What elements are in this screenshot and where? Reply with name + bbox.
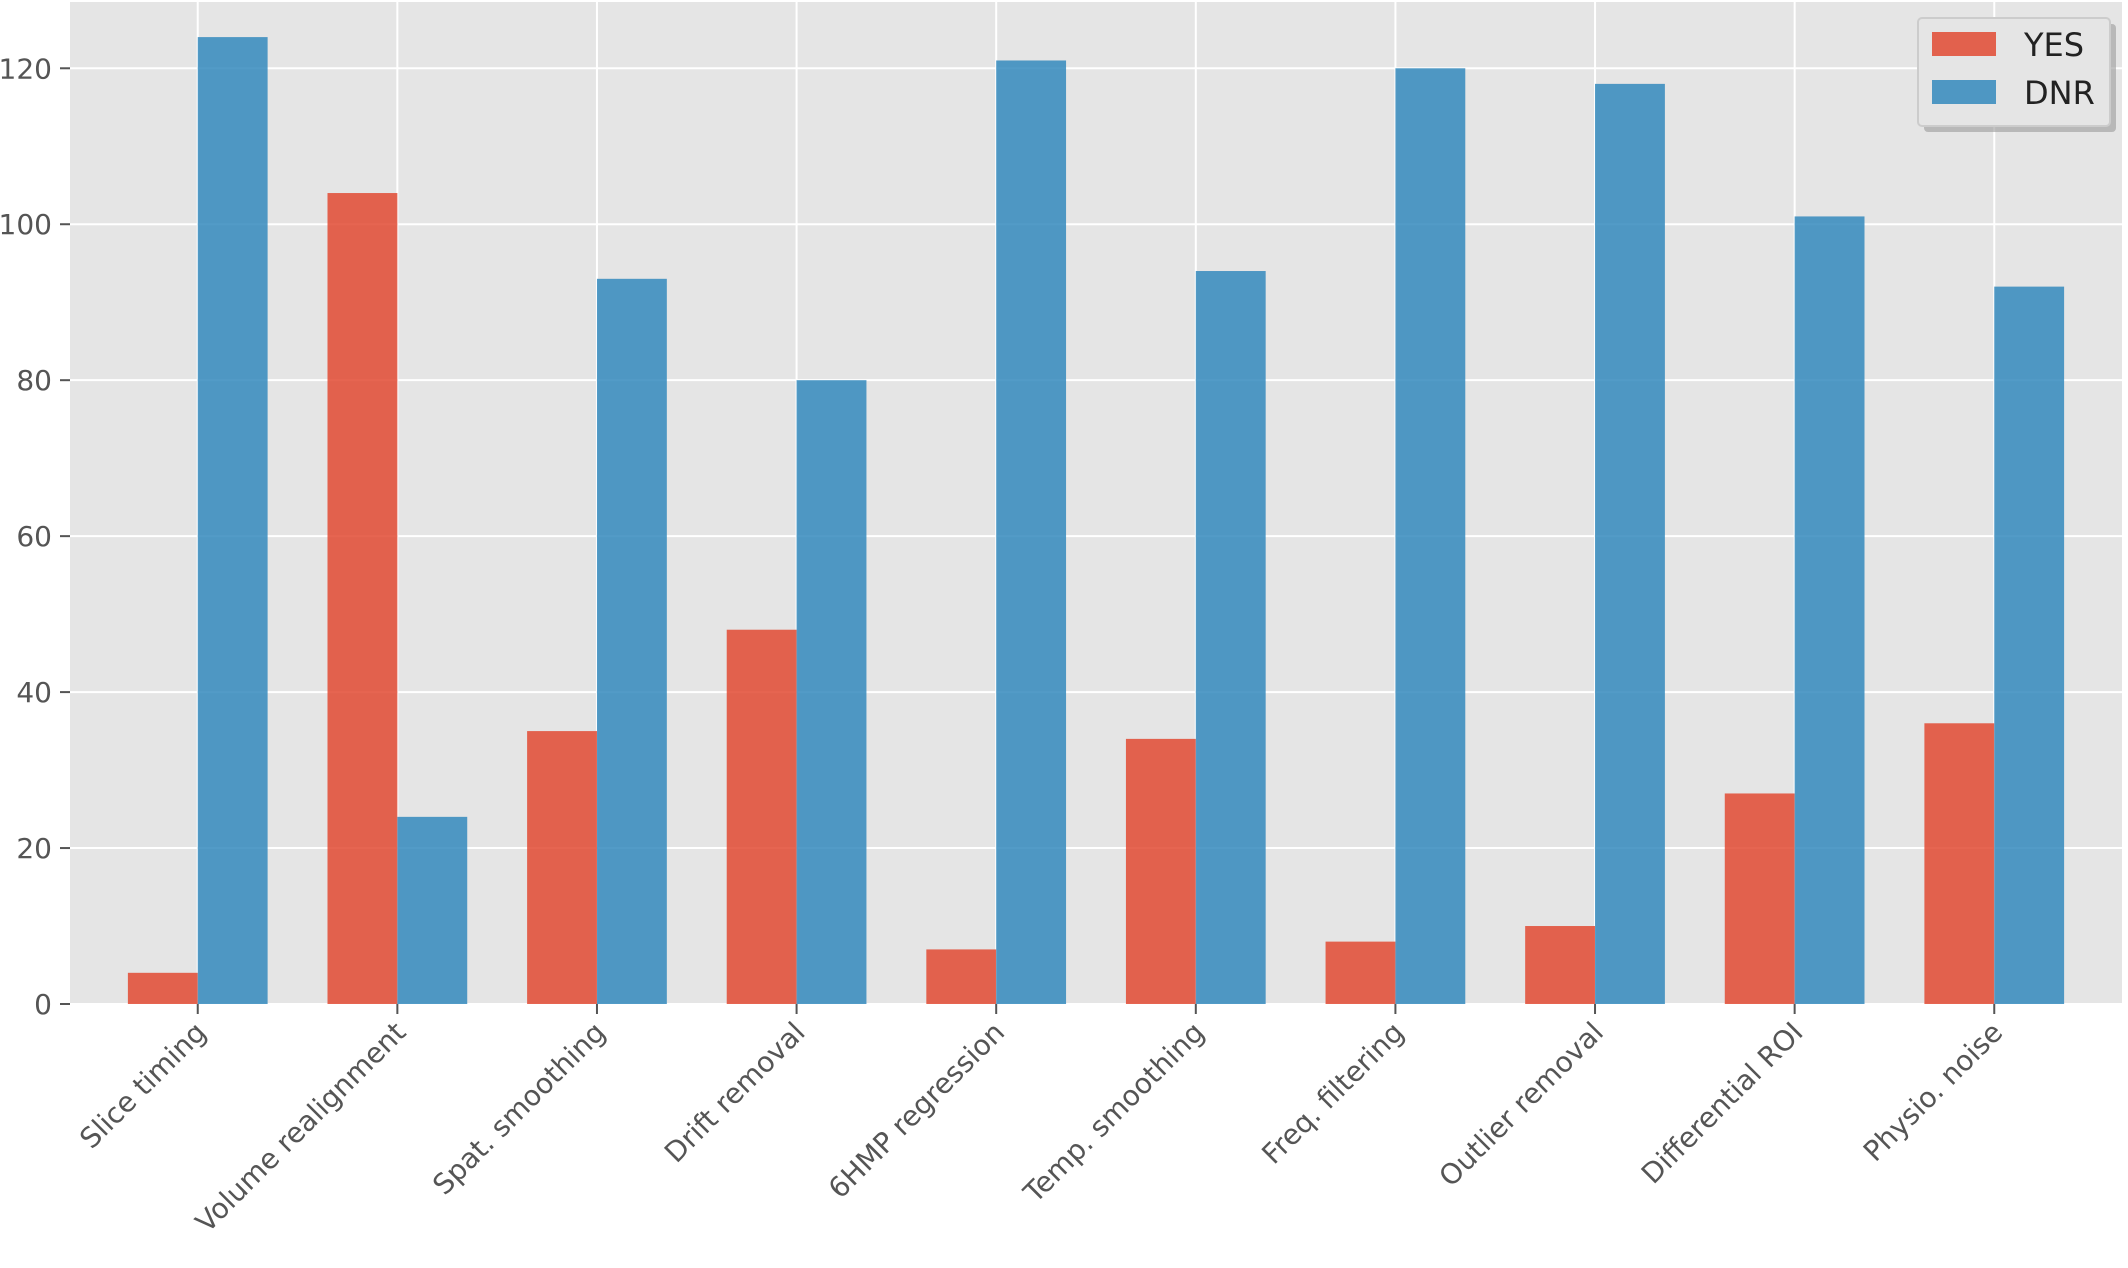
legend: YES DNR (1917, 17, 2116, 132)
bar-yes-1 (327, 193, 398, 1005)
bar-yes-4 (926, 949, 997, 1004)
legend-label-yes: YES (2023, 26, 2084, 64)
bar-dnr-5 (1195, 271, 1266, 1004)
legend-label-dnr: DNR (2024, 74, 2095, 112)
y-tick-label: 40 (16, 676, 52, 709)
legend-swatch-yes (1932, 32, 1996, 56)
x-tick-label: Freq. filtering (1255, 1016, 1410, 1171)
x-tick-label: Slice timing (73, 1016, 212, 1155)
bar-dnr-3 (796, 380, 867, 1004)
legend-swatch-dnr (1932, 80, 1996, 104)
bar-yes-5 (1125, 738, 1196, 1004)
bar-yes-3 (726, 629, 797, 1004)
y-tick-label: 100 (0, 208, 52, 241)
bar-yes-0 (127, 972, 198, 1004)
y-tick-label: 80 (16, 364, 52, 397)
bar-yes-2 (527, 731, 597, 1004)
bar-yes-7 (1525, 926, 1596, 1004)
bars (127, 37, 2065, 1005)
y-tick-label: 120 (0, 52, 52, 85)
x-tick-label: Drift removal (658, 1016, 812, 1170)
bar-dnr-7 (1595, 83, 1665, 1004)
y-tick-label: 20 (16, 832, 52, 865)
bar-dnr-0 (197, 37, 268, 1005)
x-tick-label: 6HMP regression (822, 1016, 1011, 1205)
bar-dnr-6 (1395, 68, 1466, 1005)
x-tick-label: Differential ROI (1635, 1016, 1810, 1191)
bar-dnr-8 (1794, 216, 1865, 1004)
x-tick-label: Physio. noise (1857, 1016, 2009, 1168)
bar-dnr-2 (596, 278, 667, 1004)
x-tick-label: Volume realignment (189, 1016, 412, 1239)
bar-dnr-1 (397, 816, 468, 1004)
bar-yes-6 (1325, 941, 1396, 1004)
bar-dnr-4 (996, 60, 1067, 1005)
x-tick-label: Spat. smoothing (426, 1016, 612, 1202)
bar-yes-8 (1724, 793, 1795, 1004)
x-tick-label: Temp. smoothing (1017, 1016, 1211, 1210)
y-tick-label: 0 (34, 988, 52, 1021)
x-tick-label: Outlier removal (1432, 1016, 1609, 1193)
bar-yes-9 (1924, 723, 1995, 1004)
bar-dnr-9 (1994, 286, 2065, 1005)
y-tick-label: 60 (16, 520, 52, 553)
